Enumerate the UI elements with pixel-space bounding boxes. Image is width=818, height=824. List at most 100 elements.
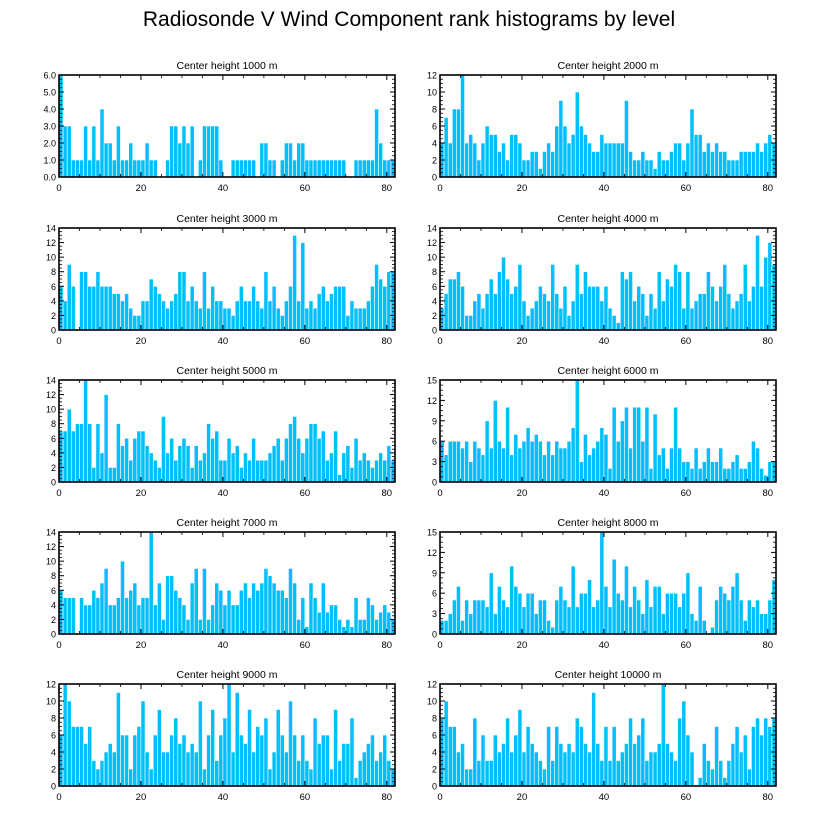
bar xyxy=(501,142,506,178)
bar xyxy=(570,751,576,787)
bar xyxy=(144,142,150,178)
bar xyxy=(456,586,461,635)
y-tick-label: 0 xyxy=(51,478,56,488)
y-tick-label: 12 xyxy=(427,548,437,558)
bar xyxy=(730,159,736,178)
bar xyxy=(128,589,134,635)
bar xyxy=(320,582,326,635)
bar xyxy=(87,726,93,787)
bar xyxy=(341,626,347,635)
bar xyxy=(218,734,224,787)
bar xyxy=(652,307,658,331)
bar xyxy=(222,307,228,331)
bar xyxy=(247,159,252,178)
bar xyxy=(124,437,129,483)
x-tick-label: 20 xyxy=(517,640,528,651)
y-tick-label: 0 xyxy=(51,326,56,336)
bar xyxy=(501,743,506,787)
bar xyxy=(533,751,539,787)
bar xyxy=(374,619,379,635)
bar xyxy=(529,307,535,331)
bar xyxy=(640,293,646,331)
y-tick-label: 8 xyxy=(51,419,56,429)
y-tick-label: 12 xyxy=(46,542,56,552)
bar xyxy=(95,423,101,483)
bar xyxy=(484,293,490,331)
bar xyxy=(517,447,523,483)
bar xyxy=(558,447,564,483)
bar xyxy=(492,400,498,483)
bar xyxy=(267,452,273,483)
bar xyxy=(701,461,707,483)
bar xyxy=(193,300,199,331)
y-tick-label: 10 xyxy=(46,405,56,415)
bar xyxy=(660,159,666,178)
y-tick-label: 9 xyxy=(432,416,437,426)
bar xyxy=(718,447,724,483)
bar xyxy=(140,597,146,635)
bar xyxy=(136,159,142,178)
bar xyxy=(451,726,457,787)
bar xyxy=(361,751,367,787)
bar xyxy=(255,726,261,787)
bar xyxy=(202,125,207,178)
bar xyxy=(529,743,535,787)
bar xyxy=(349,626,355,635)
bar xyxy=(218,459,224,483)
bar xyxy=(181,604,187,635)
bar xyxy=(386,445,392,483)
x-tick-label: 80 xyxy=(382,792,393,803)
bar xyxy=(312,717,318,787)
bar xyxy=(763,142,769,178)
bar xyxy=(357,159,363,178)
bar xyxy=(747,599,752,635)
bar xyxy=(382,285,388,331)
y-tick-label: 14 xyxy=(46,376,56,386)
bar xyxy=(165,307,170,331)
bar xyxy=(574,717,580,787)
bar xyxy=(759,734,765,787)
bar xyxy=(222,717,228,787)
x-tick-label: 40 xyxy=(599,792,610,803)
bar xyxy=(288,423,293,483)
y-tick-label: 12 xyxy=(427,238,437,248)
bar xyxy=(640,613,646,635)
bar xyxy=(587,142,592,178)
bar xyxy=(308,159,314,178)
bar xyxy=(238,285,244,331)
bar xyxy=(607,142,613,178)
bar xyxy=(693,300,699,331)
bar xyxy=(513,734,519,787)
panel-10: Center height 10000 m 0 2 4 6 8 10 12 0 20 40 60 80 xyxy=(427,669,777,803)
y-tick-label: 0 xyxy=(432,782,437,792)
bar xyxy=(697,777,703,787)
bar xyxy=(624,743,629,787)
bar xyxy=(521,751,527,787)
bar xyxy=(99,285,105,331)
bar xyxy=(755,234,760,331)
bar xyxy=(738,751,744,787)
bar xyxy=(66,408,72,483)
y-tick-label: 9 xyxy=(432,568,437,578)
bar xyxy=(591,285,597,331)
y-tick-label: 15 xyxy=(427,376,437,386)
bar xyxy=(337,285,343,331)
x-tick-label: 80 xyxy=(382,488,393,499)
y-tick-label: 6 xyxy=(51,434,56,444)
bar xyxy=(271,445,277,483)
bar xyxy=(83,379,88,483)
y-tick-label: 0 xyxy=(51,630,56,640)
bar xyxy=(300,242,306,331)
bar xyxy=(656,586,662,635)
bar xyxy=(747,768,752,787)
bar xyxy=(304,159,310,178)
bar xyxy=(611,142,617,178)
bar xyxy=(247,459,252,483)
bar xyxy=(673,264,678,331)
bar xyxy=(181,437,187,483)
bar xyxy=(292,159,297,178)
bar xyxy=(718,760,724,787)
y-tick-label: 10 xyxy=(46,557,56,567)
bar xyxy=(660,683,666,787)
bar xyxy=(161,619,166,635)
